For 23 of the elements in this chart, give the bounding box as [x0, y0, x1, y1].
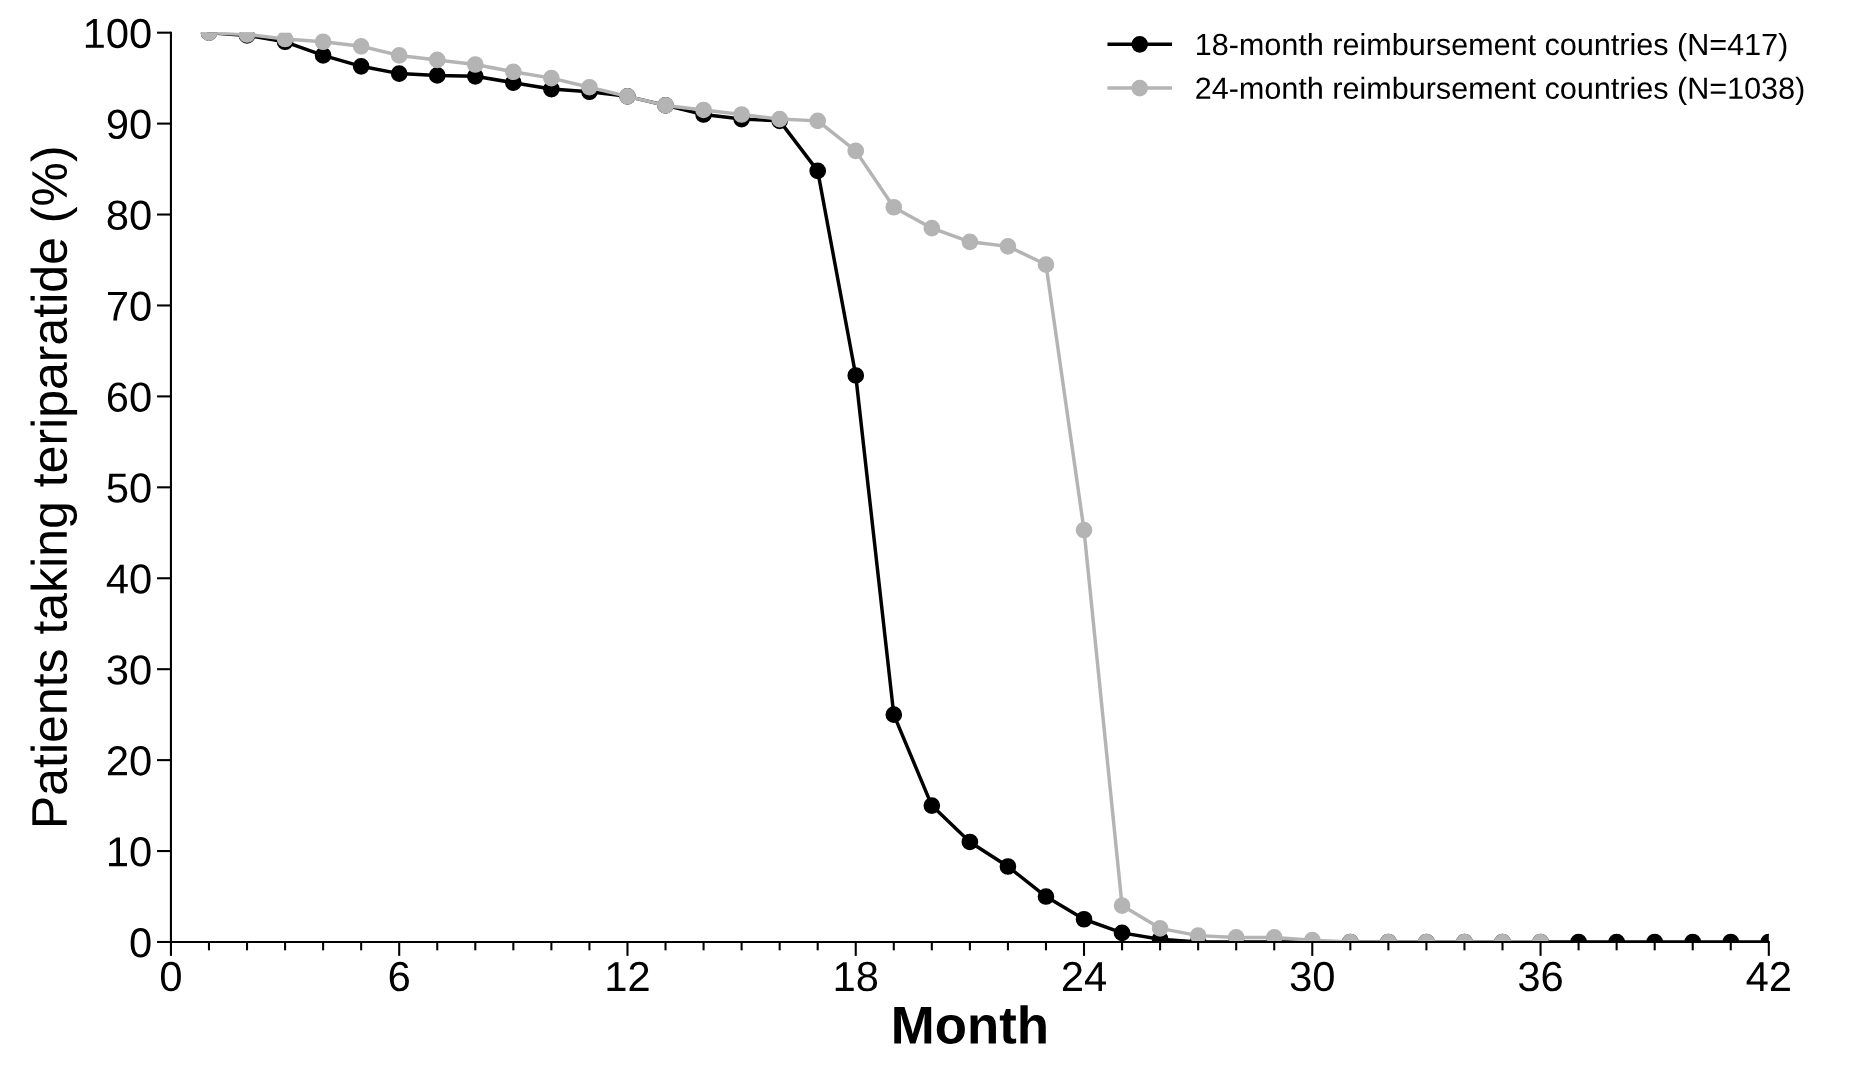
- y-tick-label: 100: [85, 18, 151, 49]
- y-tick-label: 0: [130, 927, 151, 958]
- y-tick-label: 80: [107, 200, 151, 231]
- y-tick-label: 10: [109, 837, 151, 867]
- y-tick-label: 70: [107, 291, 151, 321]
- y-tick-label: 40: [106, 564, 151, 594]
- legend-label: 18-month reimbursement countries (N=417): [1197, 32, 1787, 62]
- y-tick-label: 20: [107, 746, 151, 776]
- x-tick-label: 24: [1062, 961, 1106, 991]
- x-tick-label: 42: [1746, 961, 1790, 991]
- x-tick-label: 6: [389, 961, 409, 992]
- y-tick-label: 60: [107, 382, 151, 412]
- y-tick-label: 50: [107, 473, 151, 503]
- y-tick-label: 30: [107, 655, 151, 685]
- legend-label: 24-month reimbursement countries (N=1038): [1196, 76, 1804, 106]
- x-tick-label: 36: [1518, 961, 1562, 992]
- x-tick-label: 12: [607, 961, 649, 991]
- y-tick-label: 90: [107, 109, 151, 140]
- x-axis-title: Month: [894, 1005, 1046, 1044]
- x-tick-label: 18: [835, 961, 878, 992]
- y-axis-title: Patients taking teriparatide (%): [30, 148, 78, 826]
- x-tick-label: 0: [160, 961, 181, 992]
- x-tick-label: 30: [1290, 961, 1334, 992]
